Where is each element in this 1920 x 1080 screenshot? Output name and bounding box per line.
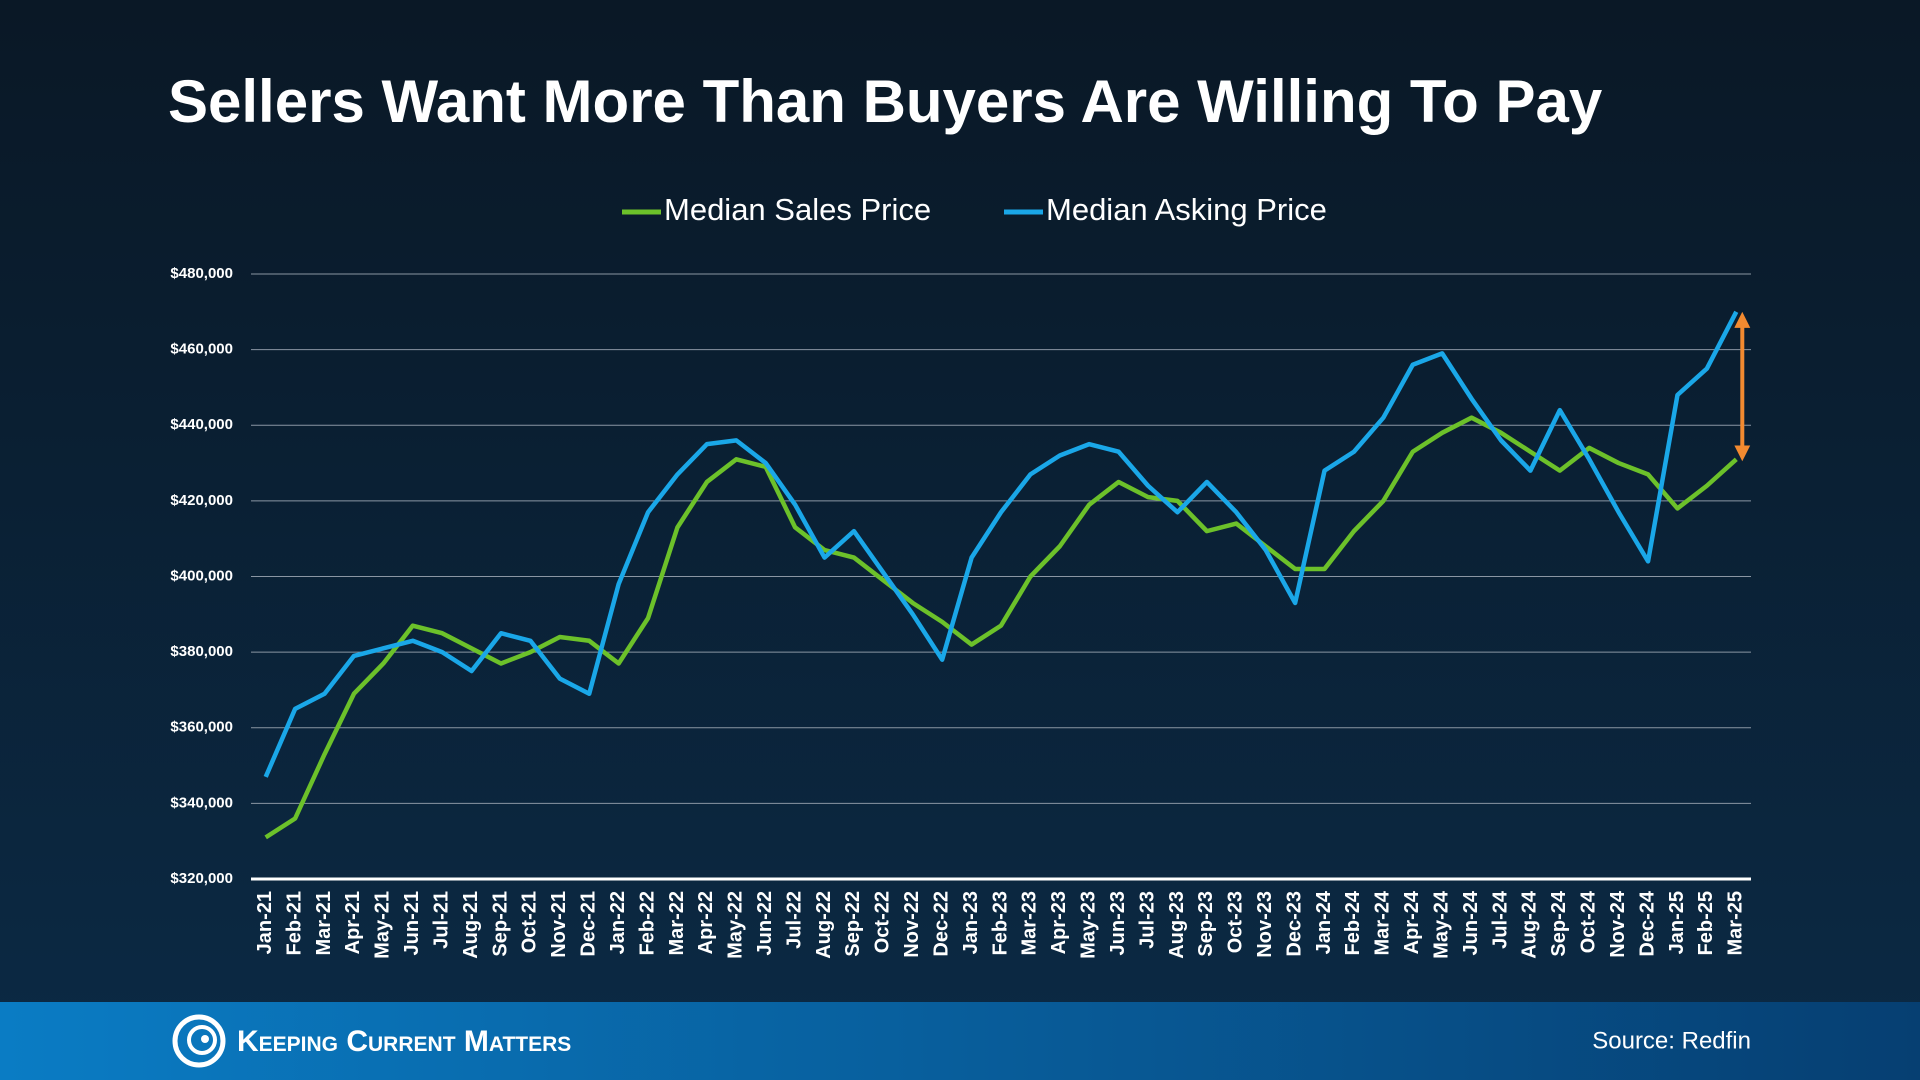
x-tick-label: Apr-24: [1401, 890, 1423, 954]
x-tick-label: Mar-23: [1019, 891, 1041, 955]
x-tick-label: Feb-21: [283, 891, 305, 955]
x-tick-label: Dec-23: [1283, 891, 1305, 957]
x-tick-label: Oct-23: [1225, 891, 1247, 953]
x-tick-label: Feb-23: [989, 891, 1011, 955]
y-tick-label: $320,000: [170, 870, 233, 887]
x-tick-label: May-22: [725, 891, 747, 959]
x-tick-label: Feb-22: [636, 891, 658, 955]
x-tick-label: Jan-22: [607, 891, 629, 954]
y-tick-label: $480,000: [170, 265, 233, 282]
chart-title: Sellers Want More Than Buyers Are Willin…: [168, 68, 1603, 135]
x-tick-label: Jul-21: [430, 891, 452, 949]
x-tick-label: Aug-24: [1519, 890, 1541, 959]
y-tick-label: $420,000: [170, 492, 233, 509]
x-tick-label: Dec-22: [930, 891, 952, 957]
x-tick-label: May-21: [372, 891, 394, 959]
x-tick-label: Jun-21: [401, 891, 423, 955]
x-tick-label: Jun-24: [1460, 890, 1482, 955]
x-tick-label: Oct-22: [872, 891, 894, 953]
x-tick-label: Feb-25: [1695, 891, 1717, 955]
y-tick-label: $400,000: [170, 567, 233, 584]
x-tick-label: Jan-23: [960, 891, 982, 954]
x-tick-label: Jul-24: [1489, 890, 1511, 949]
footer-band: [0, 1002, 1920, 1080]
x-tick-label: Apr-21: [342, 891, 364, 954]
x-tick-label: Mar-25: [1725, 891, 1747, 955]
x-tick-label: May-24: [1430, 890, 1452, 959]
x-tick-label: Sep-23: [1195, 891, 1217, 957]
legend-label: Median Sales Price: [664, 192, 931, 227]
series-line: [263, 310, 1739, 778]
x-tick-label: Dec-21: [578, 891, 600, 957]
x-tick-label: Nov-21: [548, 891, 570, 958]
x-tick-label: Oct-21: [519, 891, 541, 953]
x-tick-label: May-23: [1078, 891, 1100, 959]
y-tick-label: $440,000: [170, 416, 233, 433]
x-tick-label: Mar-21: [313, 891, 335, 955]
y-tick-label: $360,000: [170, 719, 233, 736]
x-tick-label: Nov-23: [1254, 891, 1276, 958]
x-tick-label: Oct-24: [1578, 890, 1600, 953]
x-tick-label: Apr-22: [695, 891, 717, 954]
x-tick-label: Jul-23: [1136, 891, 1158, 949]
x-tick-label: Jun-22: [754, 891, 776, 955]
x-tick-label: Sep-22: [842, 891, 864, 957]
x-tick-label: Jan-25: [1666, 891, 1688, 954]
x-tick-label: Sep-21: [489, 891, 511, 957]
x-tick-label: Aug-21: [460, 891, 482, 959]
x-tick-label: Jan-21: [254, 891, 276, 954]
x-tick-label: Sep-24: [1548, 890, 1570, 956]
logo-icon: [172, 1014, 226, 1068]
x-tick-label: Jan-24: [1313, 890, 1335, 954]
footer-brand: Keeping Current Matters: [237, 1025, 571, 1058]
x-tick-label: Nov-24: [1607, 890, 1629, 958]
x-tick-label: Apr-23: [1048, 891, 1070, 954]
x-tick-label: Jul-22: [783, 891, 805, 949]
x-tick-label: Aug-22: [813, 891, 835, 959]
legend-label: Median Asking Price: [1046, 192, 1327, 227]
y-tick-label: $460,000: [170, 341, 233, 358]
x-tick-label: Aug-23: [1166, 891, 1188, 959]
x-tick-label: Dec-24: [1636, 890, 1658, 956]
x-tick-label: Mar-24: [1372, 890, 1394, 955]
y-tick-label: $340,000: [170, 794, 233, 811]
footer-source: Source: Redfin: [1592, 1027, 1751, 1054]
x-tick-label: Mar-22: [666, 891, 688, 955]
x-tick-label: Feb-24: [1342, 890, 1364, 955]
x-tick-label: Nov-22: [901, 891, 923, 958]
y-tick-label: $380,000: [170, 643, 233, 660]
x-tick-label: Jun-23: [1107, 891, 1129, 955]
